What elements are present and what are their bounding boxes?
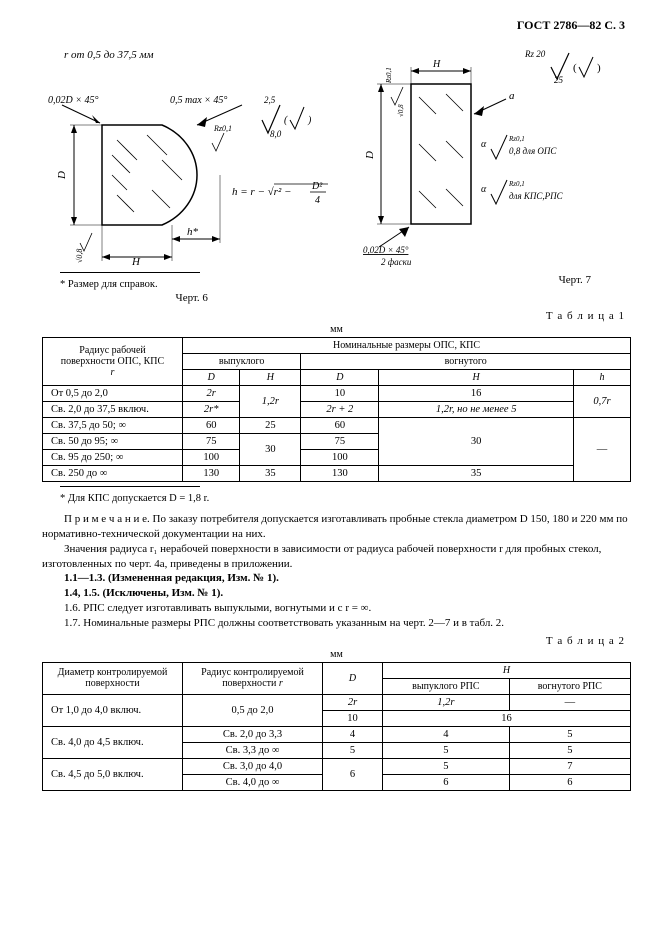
svg-text:α: α — [481, 139, 487, 150]
svg-text:H: H — [432, 59, 441, 70]
svg-text:(: ( — [573, 62, 577, 74]
figure-7: ( ) H D a Rz 20 25 Rz0,1 √0,8 α Rz0,1 0,… — [361, 49, 631, 286]
svg-text:Rz0,1: Rz0,1 — [385, 67, 393, 84]
svg-text:(: ( — [284, 115, 288, 126]
table1-label: Т а б л и ц а 1 — [42, 310, 625, 322]
svg-text:4: 4 — [315, 195, 320, 206]
fig6-note: * Размер для справок. — [60, 279, 341, 290]
t1-h-sub1: выпуклого — [183, 354, 301, 370]
svg-text:Rz0,1: Rz0,1 — [508, 135, 525, 143]
svg-text:2,5: 2,5 — [264, 95, 276, 105]
table-2: Диаметр контролируемойповерхности Радиус… — [42, 662, 631, 791]
svg-text:0,02D × 45°: 0,02D × 45° — [48, 95, 98, 106]
figure-6: r от 0,5 до 37,5 мм — [42, 49, 341, 304]
t1-h-H2: H — [379, 370, 574, 386]
svg-text:D²: D² — [311, 181, 323, 192]
table-row: От 0,5 до 2,0 2r 1,2r 10 16 0,7r — [43, 386, 631, 402]
page-header: ГОСТ 2786—82 С. 3 — [42, 18, 625, 33]
t2-h-h2: вогнутого РПС — [509, 678, 630, 694]
t1-h-H1: H — [240, 370, 301, 386]
para-6: 1.7. Номинальные размеры РПС должны соот… — [42, 616, 631, 631]
table-row: От 1,0 до 4,0 включ. 0,5 до 2,0 2r 1,2r … — [43, 694, 631, 710]
body-text: П р и м е ч а н и е. По заказу потребите… — [42, 512, 631, 631]
svg-text:0,8 для ОПС: 0,8 для ОПС — [509, 146, 557, 156]
fig7-caption: Черт. 7 — [361, 274, 591, 286]
figures-row: r от 0,5 до 37,5 мм — [42, 49, 631, 304]
svg-text:h = r − √r² −: h = r − √r² − — [232, 186, 291, 198]
svg-text:√0,8: √0,8 — [75, 249, 84, 263]
svg-text:2 фаски: 2 фаски — [381, 257, 412, 267]
t2-h-r: Радиус контролируемойповерхности r — [183, 662, 323, 694]
table-row: Св. 4,0 до 4,5 включ. Св. 2,0 до 3,3 4 4… — [43, 726, 631, 742]
t1-h-sub2: вогнутого — [301, 354, 631, 370]
svg-text:для КПС,РПС: для КПС,РПС — [509, 191, 564, 201]
svg-text:Rz0,1: Rz0,1 — [508, 180, 525, 188]
t1-h-D2: D — [301, 370, 379, 386]
svg-text:8,0: 8,0 — [270, 129, 282, 139]
t1-h-r: Радиус рабочейповерхности ОПС, КПСr — [43, 338, 183, 386]
footnote-rule — [60, 272, 200, 273]
para-2: Значения радиуса r₁ нерабочей поверхност… — [42, 542, 631, 572]
t1-h-hh: h — [574, 370, 631, 386]
svg-text:): ) — [307, 115, 312, 126]
fig6-caption: Черт. 6 — [42, 292, 341, 304]
para-5: 1.6. РПС следует изготавливать выпуклыми… — [42, 601, 631, 616]
svg-text:Rz 20: Rz 20 — [524, 49, 546, 59]
t1-h-D1: D — [183, 370, 240, 386]
table-row: Св. 250 до ∞ 130 35 130 35 — [43, 466, 631, 482]
fig7-svg: ( ) H D a Rz 20 25 Rz0,1 √0,8 α Rz0,1 0,… — [361, 49, 621, 269]
svg-text:√0,8: √0,8 — [397, 104, 405, 117]
svg-text:α: α — [481, 184, 487, 195]
table-row: Св. 4,5 до 5,0 включ. Св. 3,0 до 4,0 6 5… — [43, 758, 631, 774]
svg-text:25: 25 — [554, 75, 564, 85]
table2-label: Т а б л и ц а 2 — [42, 635, 625, 647]
table1-mm: мм — [42, 324, 631, 335]
svg-text:D: D — [56, 171, 68, 180]
svg-text:h*: h* — [187, 226, 199, 238]
svg-text:a: a — [509, 90, 515, 102]
para-3: 1.1—1.3. (Измененная редакция, Изм. № 1)… — [42, 571, 631, 586]
t2-h-h1: выпуклого РПС — [383, 678, 510, 694]
para-note: П р и м е ч а н и е. По заказу потребите… — [42, 512, 631, 542]
table-row: Св. 37,5 до 50; ∞ 60 25 60 30 — — [43, 418, 631, 434]
fig6-svg: ( ) 0,02D × 45° 0,5 max × 45° 2,5 8,0 Rz… — [42, 65, 332, 265]
t1-footnote: * Для КПС допускается D = 1,8 r. — [60, 493, 631, 504]
svg-text:D: D — [364, 151, 376, 160]
t2-h-D: D — [323, 662, 383, 694]
svg-text:H: H — [131, 256, 141, 265]
para-4: 1.4, 1.5. (Исключены, Изм. № 1). — [42, 586, 631, 601]
table-1: Радиус рабочейповерхности ОПС, КПСr Номи… — [42, 337, 631, 482]
svg-text:): ) — [597, 62, 601, 74]
table2-mm: мм — [42, 649, 631, 660]
t1-h-group: Номинальные размеры ОПС, КПС — [183, 338, 631, 354]
svg-text:0,5 max × 45°: 0,5 max × 45° — [170, 95, 227, 106]
table-row: Св. 2,0 до 37,5 включ. 2r* 2r + 2 1,2r, … — [43, 402, 631, 418]
svg-text:Rz0,1: Rz0,1 — [213, 124, 232, 133]
t2-h-d: Диаметр контролируемойповерхности — [43, 662, 183, 694]
t1-footnote-rule — [60, 486, 200, 487]
fig6-title: r от 0,5 до 37,5 мм — [42, 49, 341, 61]
t2-h-H: H — [383, 662, 631, 678]
svg-text:0,02D × 45°: 0,02D × 45° — [363, 245, 409, 255]
